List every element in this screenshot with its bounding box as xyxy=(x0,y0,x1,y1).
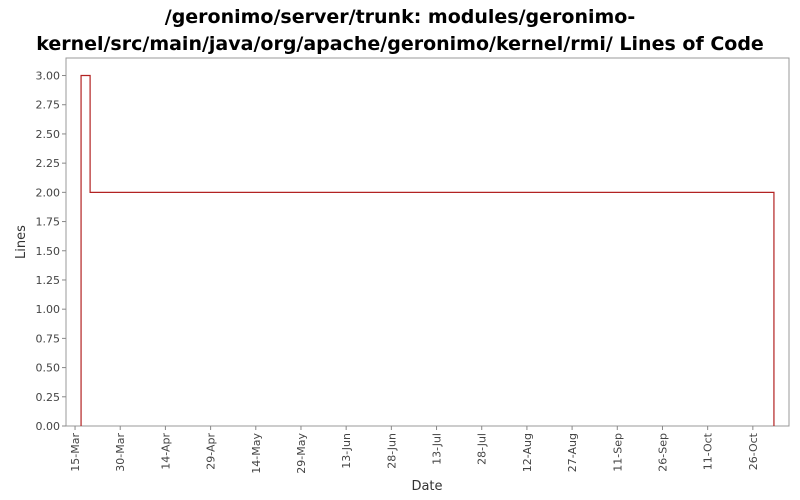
y-tick-label: 0.25 xyxy=(36,391,61,404)
y-tick-label: 1.75 xyxy=(36,216,61,229)
chart-title: /geronimo/server/trunk: modules/geronimo… xyxy=(36,6,764,55)
x-tick-label: 26-Sep xyxy=(656,433,669,472)
x-tick-label: 14-May xyxy=(250,433,263,474)
data-line xyxy=(80,74,775,426)
x-tick-label: 15-Mar xyxy=(69,433,82,472)
x-tick-label: 11-Sep xyxy=(611,433,624,472)
x-tick-label: 12-Aug xyxy=(521,433,534,472)
y-tick-label: 0.00 xyxy=(36,420,61,433)
y-tick-label: 2.50 xyxy=(36,128,61,141)
x-tick-label: 28-Jul xyxy=(476,433,489,465)
y-tick-label: 0.50 xyxy=(36,362,61,375)
y-tick-label: 2.75 xyxy=(36,99,61,112)
x-tick-label: 14-Apr xyxy=(159,433,172,470)
y-axis-title: Lines xyxy=(14,225,29,259)
y-tick-label: 1.25 xyxy=(36,274,61,287)
y-tick-label: 2.00 xyxy=(36,186,61,199)
x-tick-label: 11-Oct xyxy=(702,432,715,470)
x-axis-title: Date xyxy=(411,479,442,494)
y-tick-label: 2.25 xyxy=(36,157,61,170)
x-tick-label: 13-Jul xyxy=(431,433,444,465)
y-tick-label: 0.75 xyxy=(36,332,61,345)
x-tick-label: 26-Oct xyxy=(747,432,760,470)
x-tick-label: 30-Mar xyxy=(114,433,127,472)
plot-area xyxy=(65,57,790,427)
x-tick-label: 28-Jun xyxy=(385,433,398,469)
x-tick-label: 27-Aug xyxy=(566,433,579,472)
y-tick-label: 3.00 xyxy=(36,70,61,83)
y-tick-label: 1.00 xyxy=(36,303,61,316)
x-tick-label: 29-May xyxy=(295,433,308,474)
x-tick-label: 13-Jun xyxy=(340,433,353,469)
y-tick-label: 1.50 xyxy=(36,245,61,258)
x-tick-label: 29-Apr xyxy=(205,433,218,470)
